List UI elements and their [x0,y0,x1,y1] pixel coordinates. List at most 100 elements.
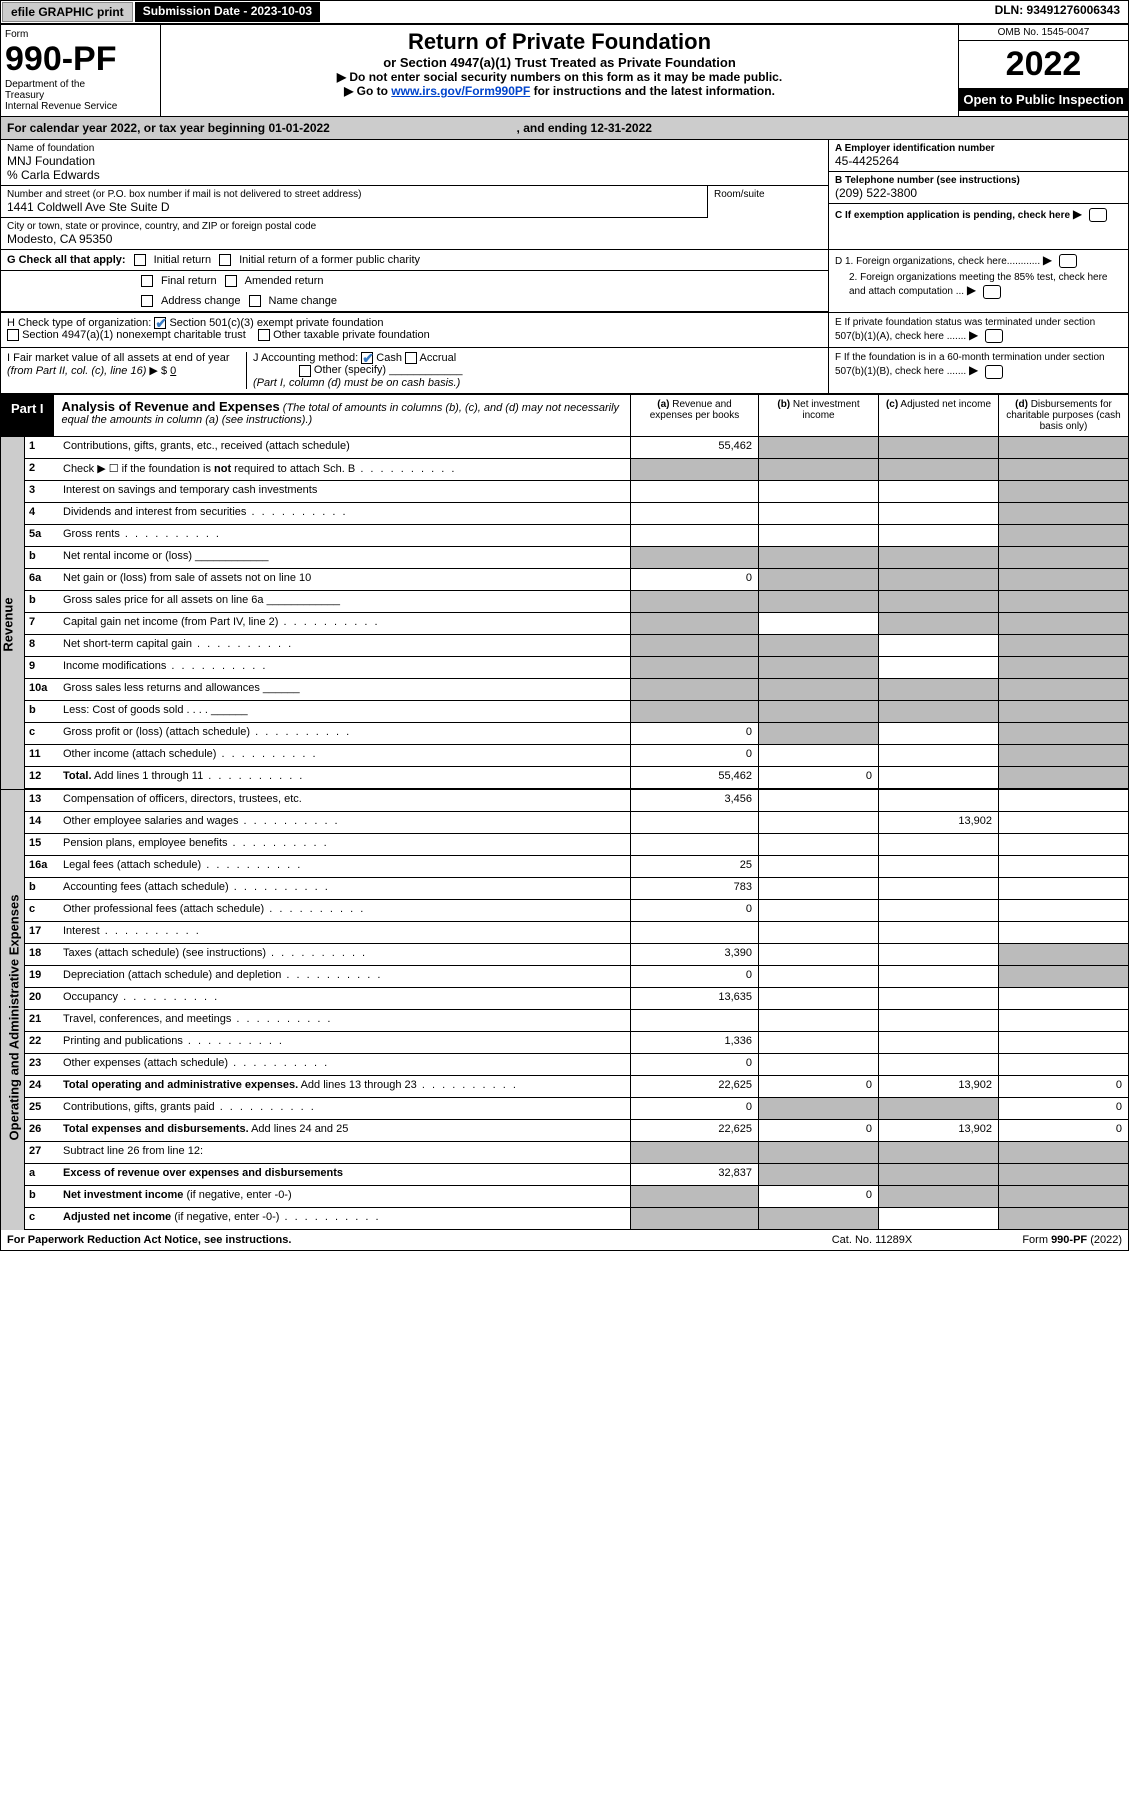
line-12: 12 Total. Add lines 1 through 11 55,462 … [25,767,1128,789]
line-desc: Total operating and administrative expen… [59,1076,630,1097]
expense-rows: 13 Compensation of officers, directors, … [25,790,1128,1230]
cell-c [878,1164,998,1185]
cell-b [758,1208,878,1229]
cell-d: 0 [998,1098,1128,1119]
tel-cell: B Telephone number (see instructions) (2… [829,172,1128,204]
form-container: efile GRAPHIC print Submission Date - 20… [0,0,1129,1251]
cell-b [758,701,878,722]
cell-c [878,745,998,766]
cell-c [878,723,998,744]
g-name-checkbox[interactable] [249,295,261,307]
cell-a [630,459,758,480]
g-d-block: G Check all that apply: Initial return I… [1,250,1128,313]
lineno: b [25,591,59,612]
line-desc: Other expenses (attach schedule) [59,1054,630,1075]
j-accrual-checkbox[interactable] [405,352,417,364]
g-opt-1: Initial return of a former public charit… [239,254,420,266]
cell-c: 13,902 [878,1076,998,1097]
cell-b [758,1054,878,1075]
g-amended-checkbox[interactable] [225,275,237,287]
e-checkbox[interactable] [985,329,1003,343]
cell-a [630,922,758,943]
line-4: 4 Dividends and interest from securities [25,503,1128,525]
cell-b [758,812,878,833]
line-15: 15 Pension plans, employee benefits [25,834,1128,856]
header-left: Form 990-PF Department of theTreasuryInt… [1,25,161,116]
addr-cell: Number and street (or P.O. box number if… [1,186,708,218]
line-desc: Compensation of officers, directors, tru… [59,790,630,811]
cell-d [998,481,1128,502]
j-opt-1: Accrual [420,352,457,364]
line-2: 2 Check ▶ ☐ if the foundation is not req… [25,459,1128,481]
tel-label: B Telephone number (see instructions) [835,175,1122,186]
line-desc: Income modifications [59,657,630,678]
cell-b [758,525,878,546]
g-initial-public-checkbox[interactable] [219,254,231,266]
lineno: 24 [25,1076,59,1097]
f-checkbox[interactable] [985,365,1003,379]
g-initial-checkbox[interactable] [134,254,146,266]
name-cell: Name of foundation MNJ Foundation % Carl… [1,140,828,186]
cell-b [758,856,878,877]
instr-2: ▶ Go to www.irs.gov/Form990PF for instru… [165,84,954,98]
cell-c [878,437,998,458]
arrow-icon: ▶ [1073,207,1082,221]
cell-d: 0 [998,1120,1128,1141]
cell-a: 0 [630,966,758,987]
info-left: Name of foundation MNJ Foundation % Carl… [1,140,828,249]
cell-b [758,569,878,590]
cell-b [758,790,878,811]
submission-date: Submission Date - 2023-10-03 [135,2,320,22]
cell-c [878,459,998,480]
h-other-checkbox[interactable] [258,329,270,341]
c-checkbox[interactable] [1089,208,1107,222]
efile-button[interactable]: efile GRAPHIC print [2,2,133,22]
lineno: 13 [25,790,59,811]
lineno: c [25,1208,59,1229]
cell-a: 25 [630,856,758,877]
i-block: I Fair market value of all assets at end… [7,352,247,388]
line-desc: Net rental income or (loss) ____________ [59,547,630,568]
line-c: c Other professional fees (attach schedu… [25,900,1128,922]
cell-b [758,1010,878,1031]
j-cash-checkbox[interactable] [361,352,373,364]
h-501c3-checkbox[interactable] [154,317,166,329]
f-block: F If the foundation is in a 60-month ter… [828,348,1128,392]
h-4947-checkbox[interactable] [7,329,19,341]
line-desc: Net gain or (loss) from sale of assets n… [59,569,630,590]
cell-d [998,569,1128,590]
cell-b [758,723,878,744]
cell-a: 0 [630,1054,758,1075]
line-desc: Less: Cost of goods sold . . . . ______ [59,701,630,722]
lineno: 14 [25,812,59,833]
cell-a [630,635,758,656]
lineno: 16a [25,856,59,877]
line-desc: Gross rents [59,525,630,546]
cell-b [758,437,878,458]
lineno: 27 [25,1142,59,1163]
h-e-row: H Check type of organization: Section 50… [1,313,1128,348]
j-other-checkbox[interactable] [299,365,311,377]
g-opt-5: Name change [269,295,338,307]
irs-link[interactable]: www.irs.gov/Form990PF [391,84,530,98]
d2-checkbox[interactable] [983,285,1001,299]
room-label: Room/suite [714,189,822,200]
cell-c [878,679,998,700]
g-address-checkbox[interactable] [141,295,153,307]
arrow-icon: ▶ [967,283,976,297]
line-desc: Net short-term capital gain [59,635,630,656]
g-row1: G Check all that apply: Initial return I… [1,250,828,271]
form-footer: For Paperwork Reduction Act Notice, see … [1,1230,1128,1250]
cell-a [630,1186,758,1207]
calyear-mid: , and ending [517,121,591,135]
g-final-checkbox[interactable] [141,275,153,287]
cell-d [998,613,1128,634]
line-6a: 6a Net gain or (loss) from sale of asset… [25,569,1128,591]
city-cell: City or town, state or province, country… [1,218,828,249]
revenue-sidelabel: Revenue [1,437,25,789]
part1-tab: Part I [1,395,54,436]
d1-checkbox[interactable] [1059,254,1077,268]
cell-c [878,966,998,987]
cell-d [998,657,1128,678]
line-c: c Gross profit or (loss) (attach schedul… [25,723,1128,745]
